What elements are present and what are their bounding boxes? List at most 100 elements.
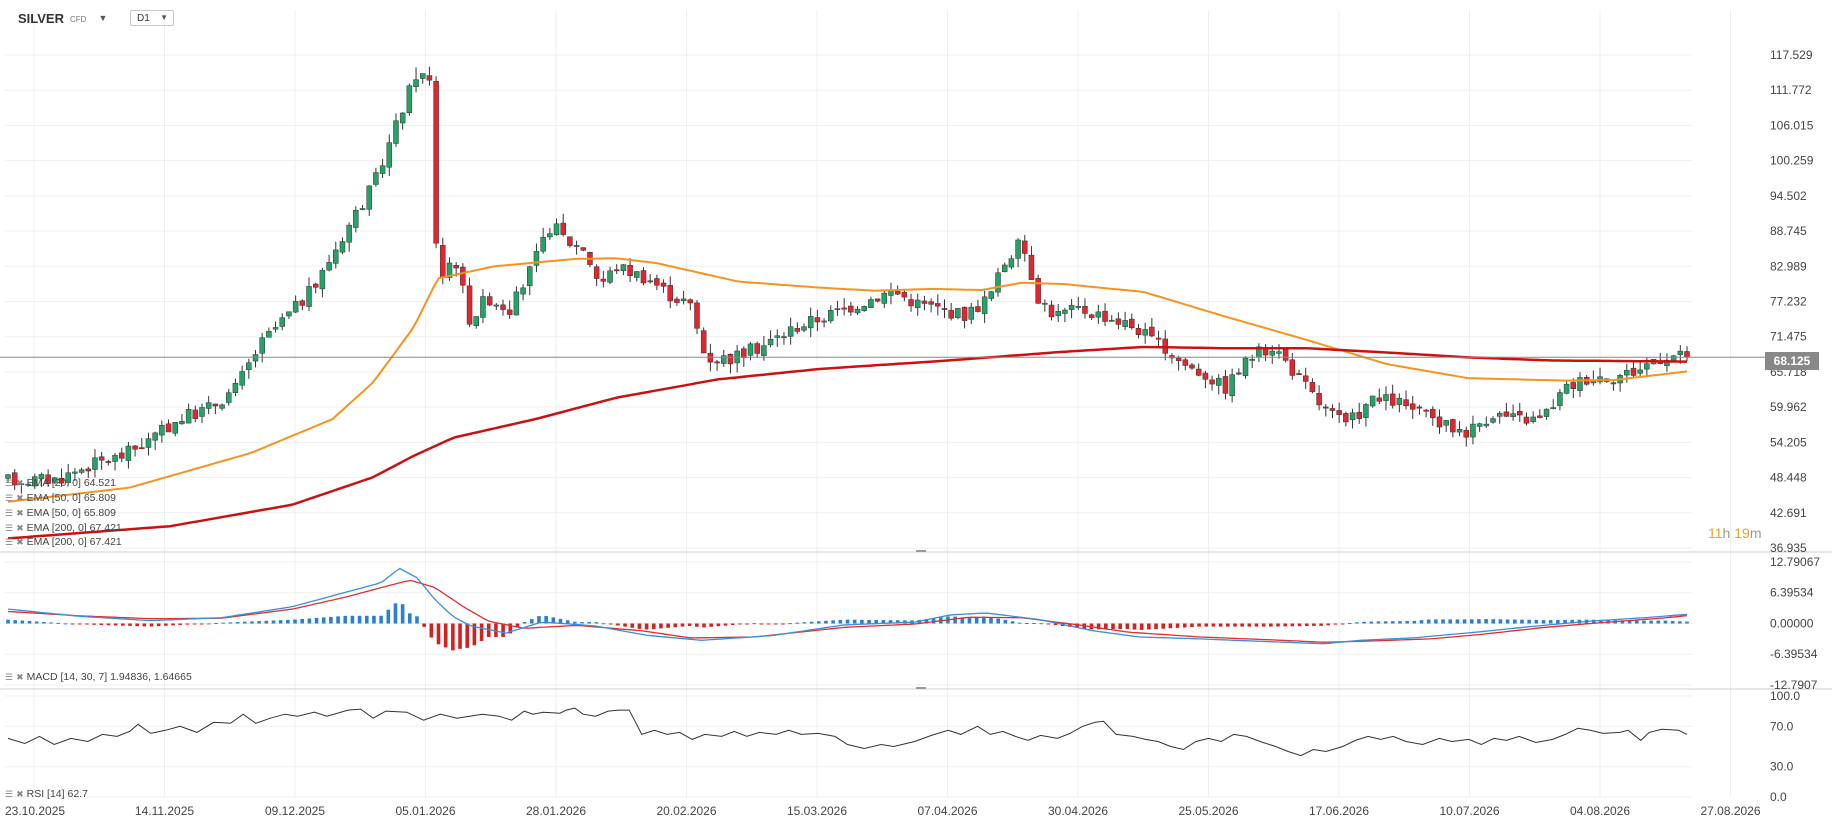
candle[interactable] bbox=[1296, 369, 1302, 375]
candle[interactable] bbox=[1403, 390, 1409, 410]
candle[interactable] bbox=[205, 396, 212, 415]
candle[interactable] bbox=[1276, 344, 1282, 359]
candle[interactable] bbox=[1102, 303, 1108, 326]
candle[interactable] bbox=[1436, 409, 1443, 434]
symbol-selector[interactable]: SILVER CFD ▼ bbox=[18, 8, 107, 28]
candle[interactable] bbox=[473, 316, 479, 329]
symbol-dropdown-icon[interactable]: ▼ bbox=[98, 13, 108, 23]
legend-ema50-a[interactable]: ☰ ✖ EMA [50, 0] 65.809 bbox=[5, 492, 116, 504]
candle[interactable] bbox=[1323, 404, 1329, 417]
candle[interactable] bbox=[520, 284, 526, 301]
candle[interactable] bbox=[914, 293, 921, 316]
candle[interactable] bbox=[1456, 421, 1463, 437]
candle[interactable] bbox=[1517, 402, 1523, 422]
candle[interactable] bbox=[1396, 393, 1403, 413]
settings-icon[interactable]: ☰ bbox=[5, 788, 14, 799]
settings-icon[interactable]: ☰ bbox=[5, 507, 14, 518]
candle[interactable] bbox=[118, 447, 125, 463]
candle[interactable] bbox=[1155, 330, 1162, 349]
candle[interactable] bbox=[339, 237, 346, 255]
candle[interactable] bbox=[941, 299, 948, 318]
candle[interactable] bbox=[179, 413, 185, 425]
candle[interactable] bbox=[1376, 388, 1383, 405]
candle[interactable] bbox=[252, 350, 259, 368]
candle[interactable] bbox=[279, 313, 286, 331]
candle[interactable] bbox=[199, 403, 205, 424]
candle[interactable] bbox=[1149, 318, 1155, 338]
candle[interactable] bbox=[65, 463, 71, 486]
candle[interactable] bbox=[734, 345, 740, 373]
candle[interactable] bbox=[52, 476, 58, 485]
candle[interactable] bbox=[312, 282, 319, 294]
candle[interactable] bbox=[1550, 399, 1556, 410]
candle[interactable] bbox=[928, 298, 934, 313]
candle[interactable] bbox=[1175, 355, 1182, 371]
candle[interactable] bbox=[92, 449, 98, 478]
candle[interactable] bbox=[1617, 373, 1623, 392]
settings-icon[interactable]: ☰ bbox=[5, 671, 14, 682]
legend-rsi[interactable]: ☰ ✖ RSI [14] 62.7 bbox=[5, 788, 88, 800]
candle[interactable] bbox=[446, 257, 453, 281]
candle[interactable] bbox=[1309, 378, 1316, 394]
candle[interactable] bbox=[1108, 315, 1115, 322]
candle[interactable] bbox=[720, 349, 727, 367]
candle[interactable] bbox=[359, 205, 366, 211]
candle[interactable] bbox=[1577, 372, 1583, 398]
candle[interactable] bbox=[1195, 363, 1202, 377]
candle[interactable] bbox=[1162, 330, 1168, 361]
candle[interactable] bbox=[667, 276, 673, 309]
candle[interactable] bbox=[694, 299, 700, 335]
candle[interactable] bbox=[32, 473, 38, 489]
candle[interactable] bbox=[185, 403, 192, 424]
candle[interactable] bbox=[246, 358, 252, 379]
candle[interactable] bbox=[419, 73, 426, 84]
candle[interactable] bbox=[1423, 408, 1429, 418]
candle[interactable] bbox=[547, 227, 553, 241]
candle[interactable] bbox=[426, 66, 433, 86]
candle[interactable] bbox=[306, 277, 312, 312]
remove-icon[interactable]: ✖ bbox=[16, 536, 24, 547]
candle[interactable] bbox=[1282, 348, 1289, 363]
remove-icon[interactable]: ✖ bbox=[16, 788, 24, 799]
remove-icon[interactable]: ✖ bbox=[16, 477, 24, 488]
candle[interactable] bbox=[1008, 255, 1015, 270]
candle[interactable] bbox=[1262, 344, 1269, 361]
candle[interactable] bbox=[500, 299, 506, 316]
legend-ema50-b[interactable]: ☰ ✖ EMA [50, 0] 65.809 bbox=[5, 507, 116, 519]
candle[interactable] bbox=[580, 247, 587, 252]
candle[interactable] bbox=[1048, 300, 1055, 321]
candle[interactable] bbox=[1523, 412, 1530, 426]
candle[interactable] bbox=[1476, 422, 1483, 432]
candle[interactable] bbox=[506, 300, 513, 319]
legend-ema20[interactable]: ☰ ✖ EMA [20, 0] 64.521 bbox=[5, 477, 116, 489]
candle[interactable] bbox=[1122, 311, 1128, 331]
candle[interactable] bbox=[841, 298, 847, 316]
candle[interactable] bbox=[700, 327, 707, 354]
candle[interactable] bbox=[1209, 375, 1215, 391]
candle[interactable] bbox=[627, 258, 633, 283]
candle[interactable] bbox=[38, 472, 45, 488]
candle[interactable] bbox=[1416, 405, 1423, 415]
candle[interactable] bbox=[58, 468, 65, 487]
candle[interactable] bbox=[406, 83, 413, 116]
candle[interactable] bbox=[1409, 395, 1416, 419]
candle[interactable] bbox=[1530, 411, 1536, 424]
settings-icon[interactable]: ☰ bbox=[5, 522, 14, 533]
candle[interactable] bbox=[593, 264, 600, 287]
candle[interactable] bbox=[1015, 238, 1021, 268]
candle[interactable] bbox=[319, 267, 326, 298]
candle[interactable] bbox=[1496, 410, 1503, 424]
candle[interactable] bbox=[1657, 352, 1663, 365]
candle[interactable] bbox=[1610, 381, 1617, 391]
candle[interactable] bbox=[165, 419, 172, 433]
candle[interactable] bbox=[139, 438, 145, 450]
candle[interactable] bbox=[828, 305, 834, 324]
candle[interactable] bbox=[1510, 404, 1516, 421]
candle[interactable] bbox=[78, 467, 85, 475]
candle[interactable] bbox=[821, 318, 827, 328]
candle[interactable] bbox=[801, 323, 807, 333]
candle[interactable] bbox=[192, 405, 199, 423]
candle[interactable] bbox=[767, 330, 774, 348]
candle[interactable] bbox=[814, 309, 821, 332]
